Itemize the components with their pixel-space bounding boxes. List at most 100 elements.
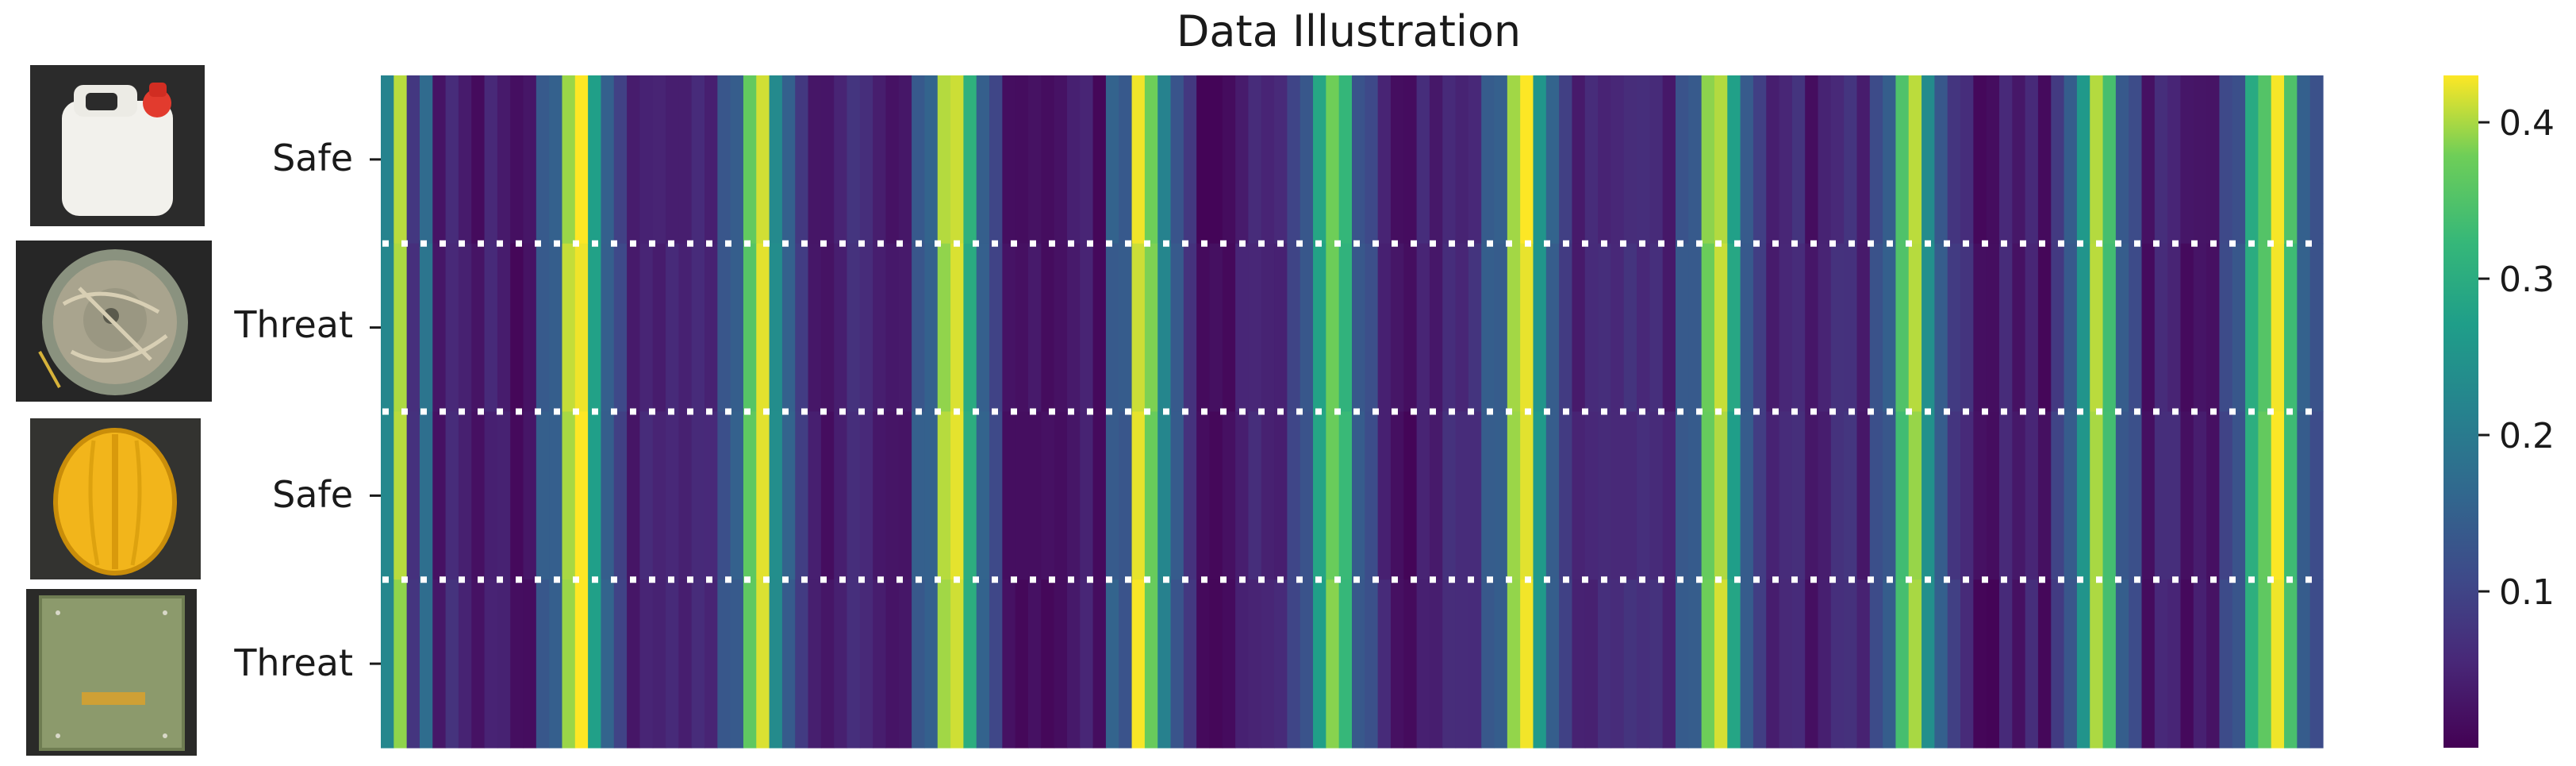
heatmap-cell [1105, 579, 1119, 749]
heatmap-cell [1196, 75, 1211, 244]
heatmap-cell [639, 411, 654, 580]
heatmap-cell [1170, 75, 1184, 244]
heatmap-cell [2115, 243, 2129, 413]
heatmap-cell [484, 75, 498, 244]
heatmap-cell [1895, 243, 1910, 413]
heatmap-cell [549, 411, 563, 580]
heatmap-cell [2090, 579, 2104, 749]
heatmap-cell [820, 75, 835, 244]
heatmap-cell [1313, 411, 1326, 580]
heatmap-cell [808, 75, 822, 244]
heatmap-cell [730, 411, 744, 580]
heatmap-cell [458, 75, 472, 244]
heatmap-cell [1429, 75, 1443, 244]
heatmap-cell [1131, 579, 1146, 749]
heatmap-cell [2090, 243, 2104, 413]
row-label-3: Threat [234, 641, 353, 684]
heatmap-cell [1041, 75, 1055, 244]
heatmap-cell [820, 579, 835, 749]
heatmap-cell [1092, 411, 1107, 580]
heatmap-cell [562, 579, 576, 749]
heatmap-cell [1986, 411, 2000, 580]
heatmap-cell [1041, 411, 1055, 580]
heatmap-cell [1287, 579, 1301, 749]
heatmap-cell [1662, 411, 1676, 580]
heatmap-cell [2271, 243, 2285, 413]
heatmap-cell [1507, 411, 1521, 580]
heatmap-cell [2167, 411, 2182, 580]
heatmap-cell [834, 411, 848, 580]
heatmap-cell [976, 579, 990, 749]
heatmap-cell [1222, 75, 1236, 244]
chart-title: Data Illustration [1176, 6, 1522, 56]
heatmap-cell [1973, 579, 1987, 749]
heatmap-cell [471, 75, 486, 244]
heatmap-cell [1119, 75, 1133, 244]
heatmap-cell [1352, 75, 1365, 244]
heatmap-cell [471, 243, 486, 413]
heatmap-cell [2309, 243, 2324, 413]
heatmap-cell [1947, 579, 1961, 749]
heatmap-cell [445, 243, 459, 413]
heatmap-cell [2025, 411, 2039, 580]
heatmap-cell [1649, 75, 1664, 244]
heatmap-cell [1766, 75, 1780, 244]
heatmap-cell [2090, 411, 2104, 580]
heatmap-cell [1222, 411, 1236, 580]
heatmap-cell [730, 243, 744, 413]
heatmap-cell [1209, 411, 1223, 580]
heatmap-cell [924, 75, 939, 244]
heatmap-cell [484, 579, 498, 749]
heatmap-cell [1002, 243, 1016, 413]
heatmap-cell [1080, 243, 1094, 413]
heatmap-cell [536, 243, 550, 413]
heatmap-cell [1105, 75, 1119, 244]
heatmap-cell [1753, 411, 1767, 580]
heatmap-cell [950, 411, 964, 580]
heatmap-cell [989, 75, 1003, 244]
heatmap-cell [834, 75, 848, 244]
heatmap-cell [1584, 243, 1599, 413]
heatmap-cell [1598, 75, 1611, 244]
heatmap-cell [1883, 579, 1897, 749]
heatmap-cell [1533, 75, 1547, 244]
heatmap-cell [1623, 411, 1637, 580]
heatmap-cell [394, 579, 408, 749]
heatmap-cell [419, 75, 433, 244]
heatmap-cell [1637, 75, 1650, 244]
heatmap-cell [2090, 75, 2104, 244]
heatmap-cell [1572, 243, 1586, 413]
heatmap-cell [2297, 75, 2311, 244]
heatmap-cell [652, 75, 666, 244]
heatmap-cell [1248, 579, 1262, 749]
heatmap-cell [1986, 579, 2000, 749]
heatmap-cell [1390, 75, 1404, 244]
heatmap-cell [1973, 243, 1987, 413]
heatmap-cell [652, 411, 666, 580]
heatmap-cell [1183, 243, 1197, 413]
heatmap-cell [1830, 579, 1845, 749]
heatmap-cell [2037, 411, 2052, 580]
row-label-2: Safe [272, 473, 353, 516]
heatmap-cell [756, 75, 770, 244]
heatmap-cell [1727, 579, 1741, 749]
heatmap-cell [1105, 411, 1119, 580]
heatmap-cell [1545, 243, 1560, 413]
heatmap-cell [1688, 243, 1703, 413]
heatmap-cell [2206, 579, 2221, 749]
heatmap-cell [1740, 75, 1754, 244]
heatmap-cell [2129, 243, 2143, 413]
heatmap-cell [1365, 411, 1379, 580]
heatmap-cell [406, 243, 420, 413]
heatmap-cell [1287, 411, 1301, 580]
heatmap-cell [406, 579, 420, 749]
heatmap-cell [1533, 243, 1547, 413]
heatmap-cell [2063, 411, 2078, 580]
heatmap-cell [1338, 411, 1353, 580]
heatmap-cell [2115, 75, 2129, 244]
heatmap-cell [1222, 243, 1236, 413]
colorbar-tick-label: 0.1 [2499, 572, 2555, 613]
heatmap-cell [898, 75, 912, 244]
heatmap-cell [1520, 411, 1534, 580]
